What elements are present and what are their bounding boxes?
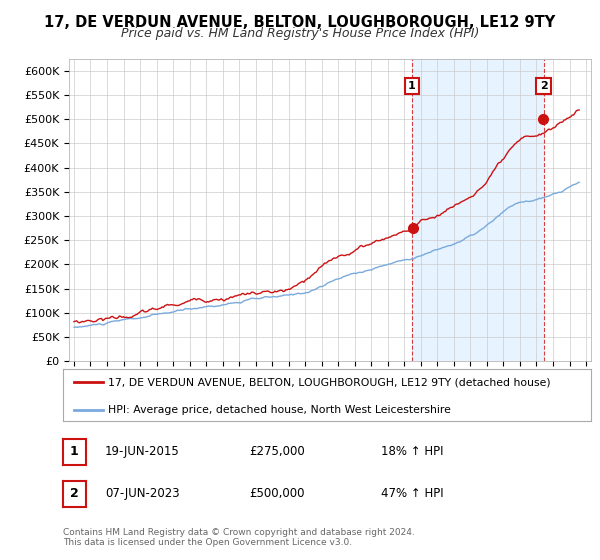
Text: 47% ↑ HPI: 47% ↑ HPI: [381, 487, 443, 500]
Text: £500,000: £500,000: [249, 487, 305, 500]
Text: 07-JUN-2023: 07-JUN-2023: [105, 487, 179, 500]
Text: This data is licensed under the Open Government Licence v3.0.: This data is licensed under the Open Gov…: [63, 539, 352, 548]
Text: 18% ↑ HPI: 18% ↑ HPI: [381, 445, 443, 458]
Text: 17, DE VERDUN AVENUE, BELTON, LOUGHBOROUGH, LE12 9TY: 17, DE VERDUN AVENUE, BELTON, LOUGHBOROU…: [44, 15, 556, 30]
Text: Price paid vs. HM Land Registry's House Price Index (HPI): Price paid vs. HM Land Registry's House …: [121, 27, 479, 40]
Text: £275,000: £275,000: [249, 445, 305, 458]
Bar: [412, 59, 544, 361]
Text: 2: 2: [540, 81, 547, 91]
Text: 2: 2: [70, 487, 79, 501]
Text: HPI: Average price, detached house, North West Leicestershire: HPI: Average price, detached house, Nort…: [108, 405, 451, 414]
Text: 1: 1: [408, 81, 416, 91]
Text: 1: 1: [70, 445, 79, 459]
Text: 19-JUN-2015: 19-JUN-2015: [105, 445, 180, 458]
Text: Contains HM Land Registry data © Crown copyright and database right 2024.: Contains HM Land Registry data © Crown c…: [63, 528, 415, 537]
Text: 17, DE VERDUN AVENUE, BELTON, LOUGHBOROUGH, LE12 9TY (detached house): 17, DE VERDUN AVENUE, BELTON, LOUGHBOROU…: [108, 377, 551, 387]
